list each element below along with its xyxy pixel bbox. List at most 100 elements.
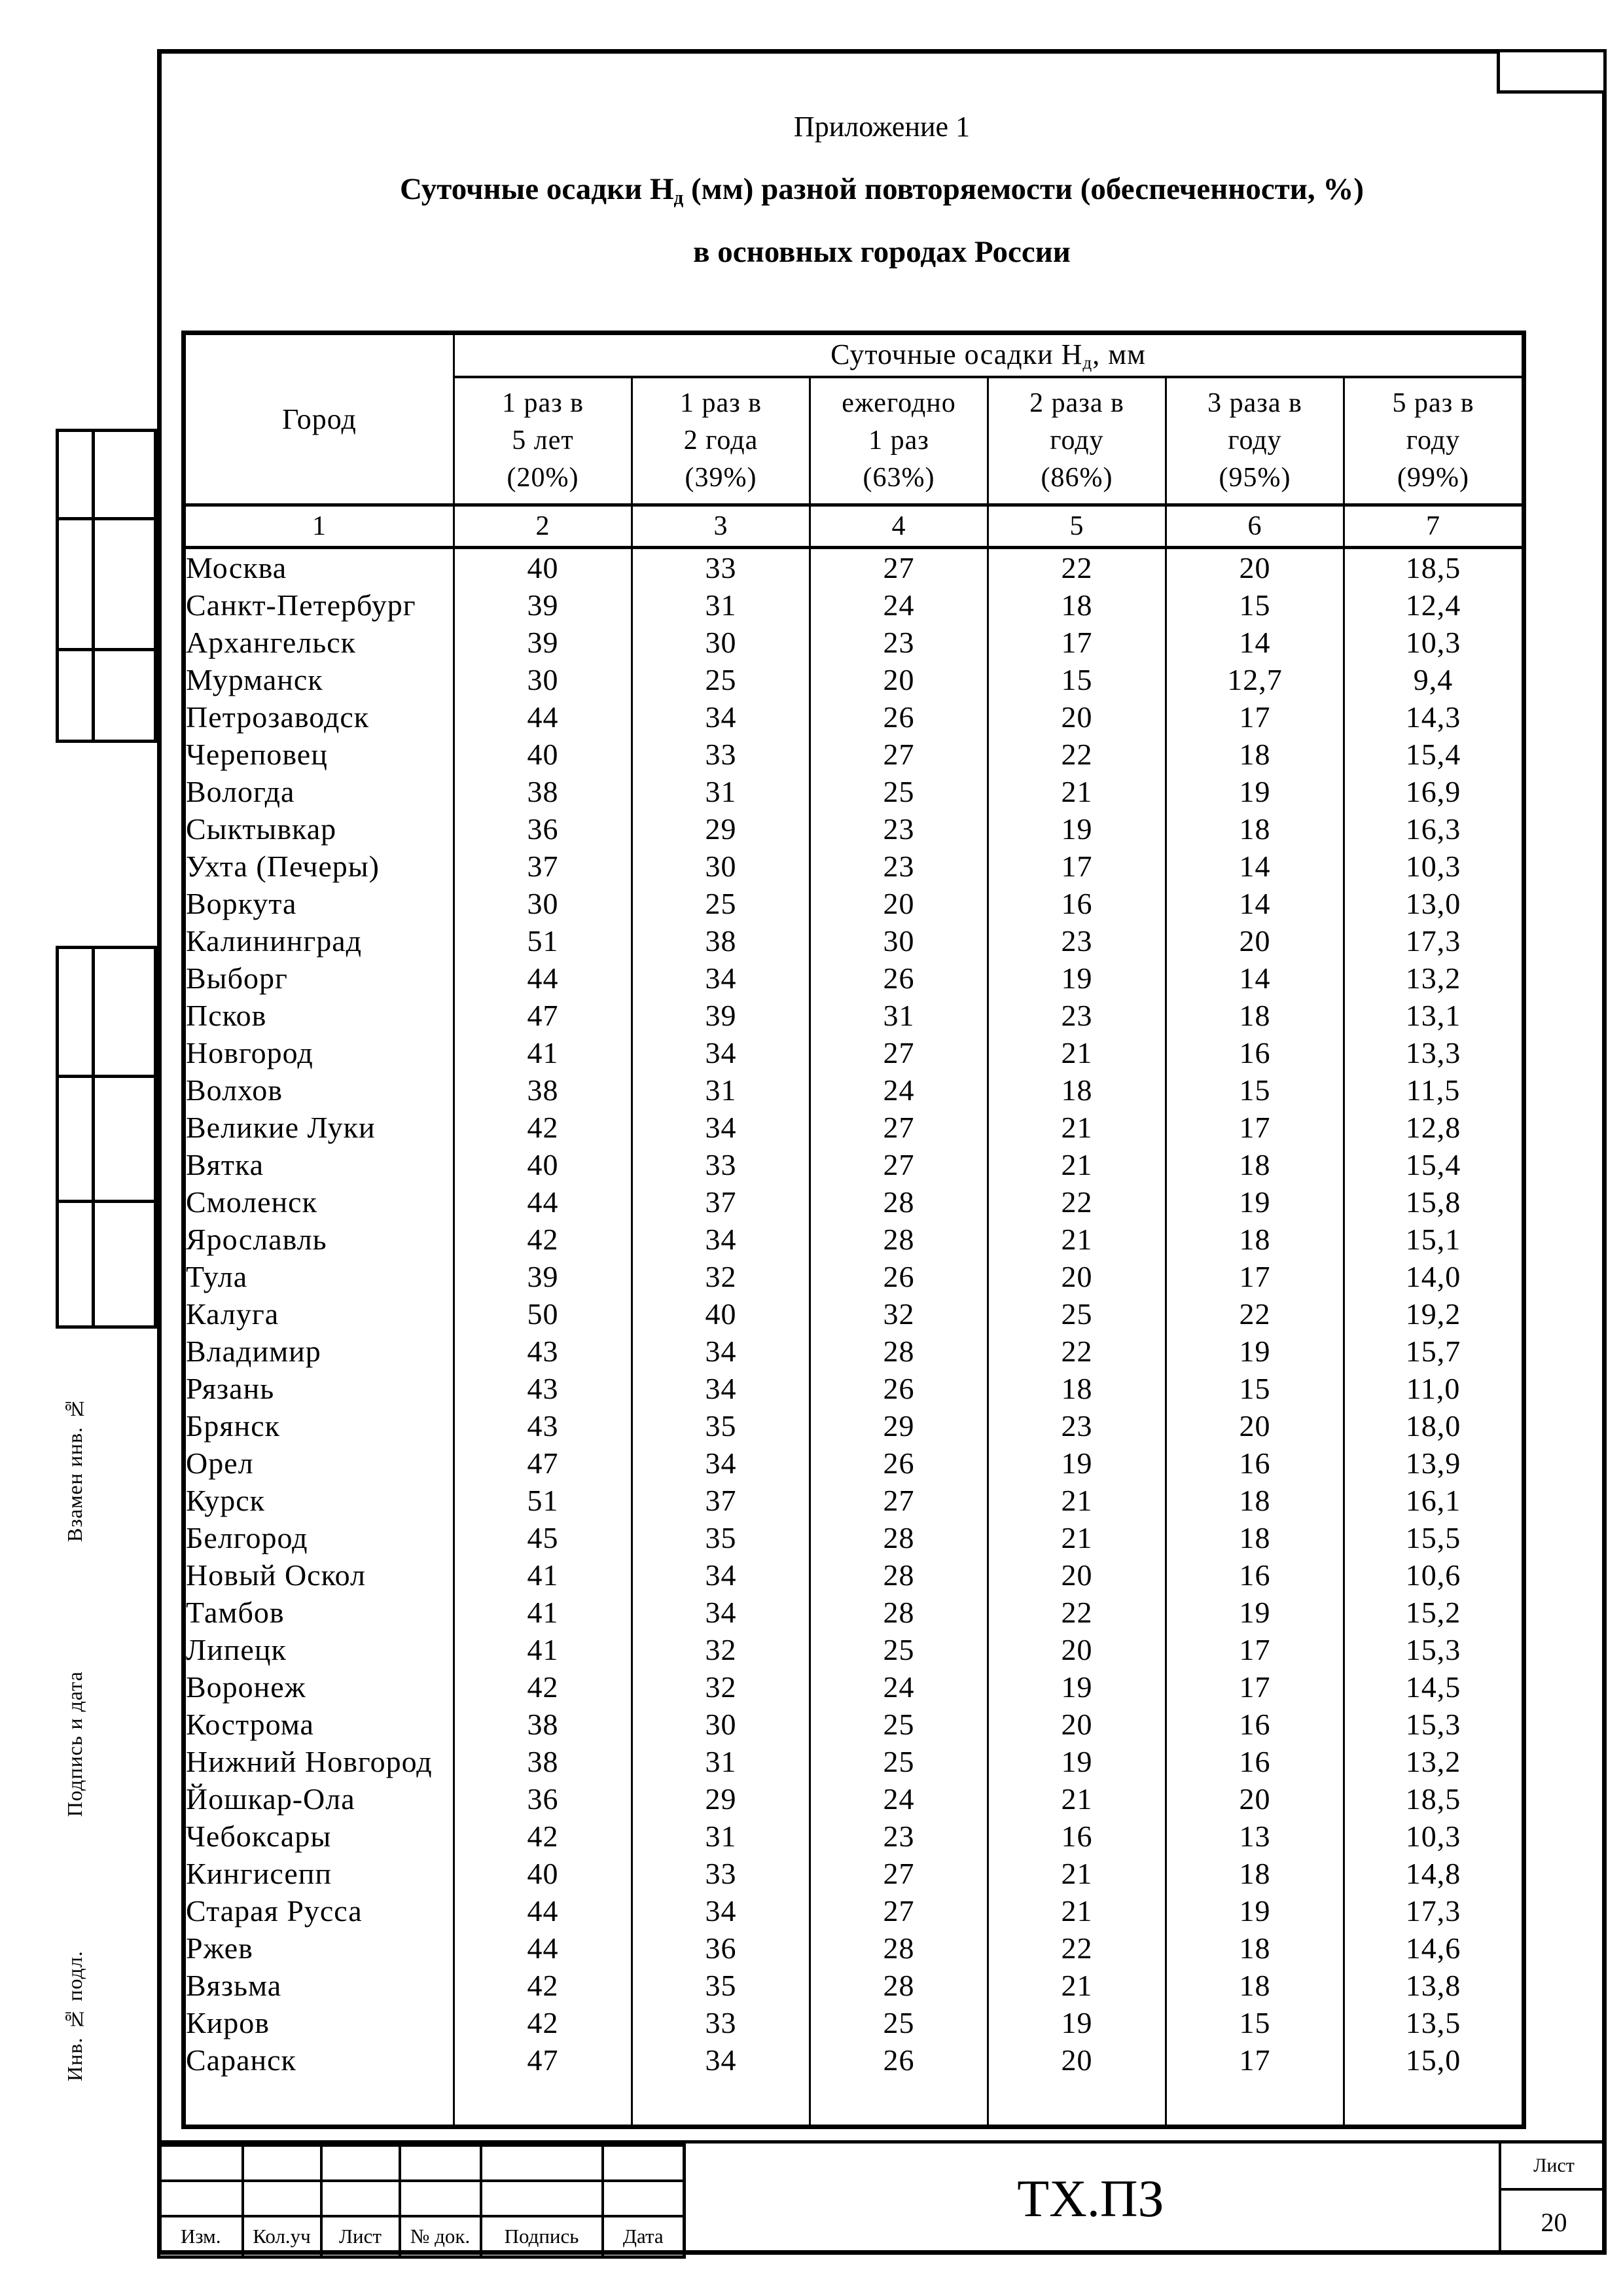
value-cell: 18 bbox=[1165, 1855, 1345, 1892]
table-row: Волхов 38 31 24 18 15 11,5 bbox=[183, 1071, 1525, 1109]
value-cell: 13,0 bbox=[1342, 885, 1525, 922]
value-cell: 23 bbox=[809, 810, 989, 848]
value-cell: 13,3 bbox=[1342, 1034, 1525, 1071]
city-cell: Выборг bbox=[183, 960, 455, 997]
revision-cell bbox=[601, 2179, 686, 2217]
value-cell: 17 bbox=[1165, 2041, 1345, 2079]
value-cell: 10,3 bbox=[1342, 1818, 1525, 1855]
value-cell: 28 bbox=[809, 1333, 989, 1370]
value-cell: 43 bbox=[453, 1370, 633, 1407]
index-cell: 4 bbox=[809, 505, 989, 549]
city-cell: Новгород bbox=[183, 1034, 455, 1071]
value-cell: 16 bbox=[1165, 1034, 1345, 1071]
value-cell: 38 bbox=[453, 1743, 633, 1780]
table-row: Вятка 40 33 27 21 18 15,4 bbox=[183, 1146, 1525, 1183]
margin-grid-cell bbox=[59, 517, 92, 648]
value-cell: 20 bbox=[1165, 922, 1345, 960]
index-cell: 2 bbox=[453, 505, 633, 549]
margin-grid-cell bbox=[92, 949, 154, 1075]
value-cell: 38 bbox=[631, 922, 811, 960]
value-cell: 30 bbox=[453, 661, 633, 698]
revision-label: Кол.уч bbox=[241, 2215, 323, 2259]
value-cell: 18 bbox=[987, 1071, 1167, 1109]
value-cell: 44 bbox=[453, 698, 633, 736]
value-cell: 25 bbox=[809, 773, 989, 810]
value-cell: 16,3 bbox=[1342, 810, 1525, 848]
value-cell: 40 bbox=[631, 1295, 811, 1333]
revision-label: № док. bbox=[398, 2215, 482, 2259]
value-cell: 30 bbox=[453, 885, 633, 922]
value-cell: 30 bbox=[631, 848, 811, 885]
city-cell: Череповец bbox=[183, 736, 455, 773]
value-cell: 18 bbox=[1165, 997, 1345, 1034]
value-cell: 34 bbox=[631, 1594, 811, 1631]
value-cell: 17 bbox=[1165, 1109, 1345, 1146]
value-cell: 21 bbox=[987, 1780, 1167, 1818]
value-cell: 29 bbox=[631, 1780, 811, 1818]
table-row: Петрозаводск 44 34 26 20 17 14,3 bbox=[183, 698, 1525, 736]
filler-cell bbox=[809, 2079, 989, 2127]
table-row: Новгород 41 34 27 21 16 13,3 bbox=[183, 1034, 1525, 1071]
value-cell: 24 bbox=[809, 1668, 989, 1706]
value-cell: 40 bbox=[453, 736, 633, 773]
value-cell: 35 bbox=[631, 1967, 811, 2004]
value-cell: 14 bbox=[1165, 960, 1345, 997]
value-cell: 22 bbox=[987, 736, 1167, 773]
city-cell: Тамбов bbox=[183, 1594, 455, 1631]
value-cell: 15 bbox=[1165, 1071, 1345, 1109]
value-cell: 21 bbox=[987, 1892, 1167, 1929]
value-cell: 15 bbox=[987, 661, 1167, 698]
table-row: Чебоксары 42 31 23 16 13 10,3 bbox=[183, 1818, 1525, 1855]
city-cell: Владимир bbox=[183, 1333, 455, 1370]
value-cell: 17 bbox=[1165, 1668, 1345, 1706]
city-cell: Санкт-Петербург bbox=[183, 586, 455, 624]
value-cell: 30 bbox=[809, 922, 989, 960]
value-cell: 18 bbox=[987, 1370, 1167, 1407]
value-cell: 15,8 bbox=[1342, 1183, 1525, 1221]
sheet-box: Лист 20 bbox=[1499, 2144, 1607, 2255]
value-cell: 14,5 bbox=[1342, 1668, 1525, 1706]
value-cell: 34 bbox=[631, 698, 811, 736]
value-cell: 42 bbox=[453, 1967, 633, 2004]
table-row: Вязьма 42 35 28 21 18 13,8 bbox=[183, 1967, 1525, 2004]
city-cell: Киров bbox=[183, 2004, 455, 2041]
value-cell: 31 bbox=[809, 997, 989, 1034]
margin-grid-cell bbox=[92, 432, 154, 517]
value-cell: 39 bbox=[631, 997, 811, 1034]
table-row: Вологда 38 31 25 21 19 16,9 bbox=[183, 773, 1525, 810]
city-cell: Калининград bbox=[183, 922, 455, 960]
value-cell: 27 bbox=[809, 1892, 989, 1929]
city-cell: Брянск bbox=[183, 1407, 455, 1444]
city-cell: Смоленск bbox=[183, 1183, 455, 1221]
margin-grid-cell bbox=[59, 1200, 92, 1325]
city-cell: Вологда bbox=[183, 773, 455, 810]
revision-cell bbox=[319, 2144, 401, 2182]
value-cell: 44 bbox=[453, 1183, 633, 1221]
value-cell: 31 bbox=[631, 586, 811, 624]
sheet-number: 20 bbox=[1541, 2207, 1567, 2237]
value-cell: 21 bbox=[987, 773, 1167, 810]
value-cell: 29 bbox=[631, 810, 811, 848]
value-cell: 14,8 bbox=[1342, 1855, 1525, 1892]
value-cell: 24 bbox=[809, 1071, 989, 1109]
margin-grid-middle bbox=[56, 946, 157, 1329]
revision-cell bbox=[241, 2179, 323, 2217]
value-cell: 19,2 bbox=[1342, 1295, 1525, 1333]
margin-grid-cell bbox=[59, 432, 92, 517]
value-cell: 17 bbox=[987, 848, 1167, 885]
table-row: Воркута 30 25 20 16 14 13,0 bbox=[183, 885, 1525, 922]
value-cell: 22 bbox=[1165, 1295, 1345, 1333]
value-cell: 32 bbox=[631, 1631, 811, 1668]
value-cell: 42 bbox=[453, 1221, 633, 1258]
value-cell: 39 bbox=[453, 1258, 633, 1295]
value-cell: 12,4 bbox=[1342, 586, 1525, 624]
filler-cell bbox=[1342, 2079, 1525, 2127]
city-cell: Ржев bbox=[183, 1929, 455, 1967]
value-cell: 28 bbox=[809, 1519, 989, 1556]
value-cell: 20 bbox=[987, 1706, 1167, 1743]
value-cell: 27 bbox=[809, 1034, 989, 1071]
table-row: Ярославль 42 34 28 21 18 15,1 bbox=[183, 1221, 1525, 1258]
table-row: Ухта (Печеры) 37 30 23 17 14 10,3 bbox=[183, 848, 1525, 885]
